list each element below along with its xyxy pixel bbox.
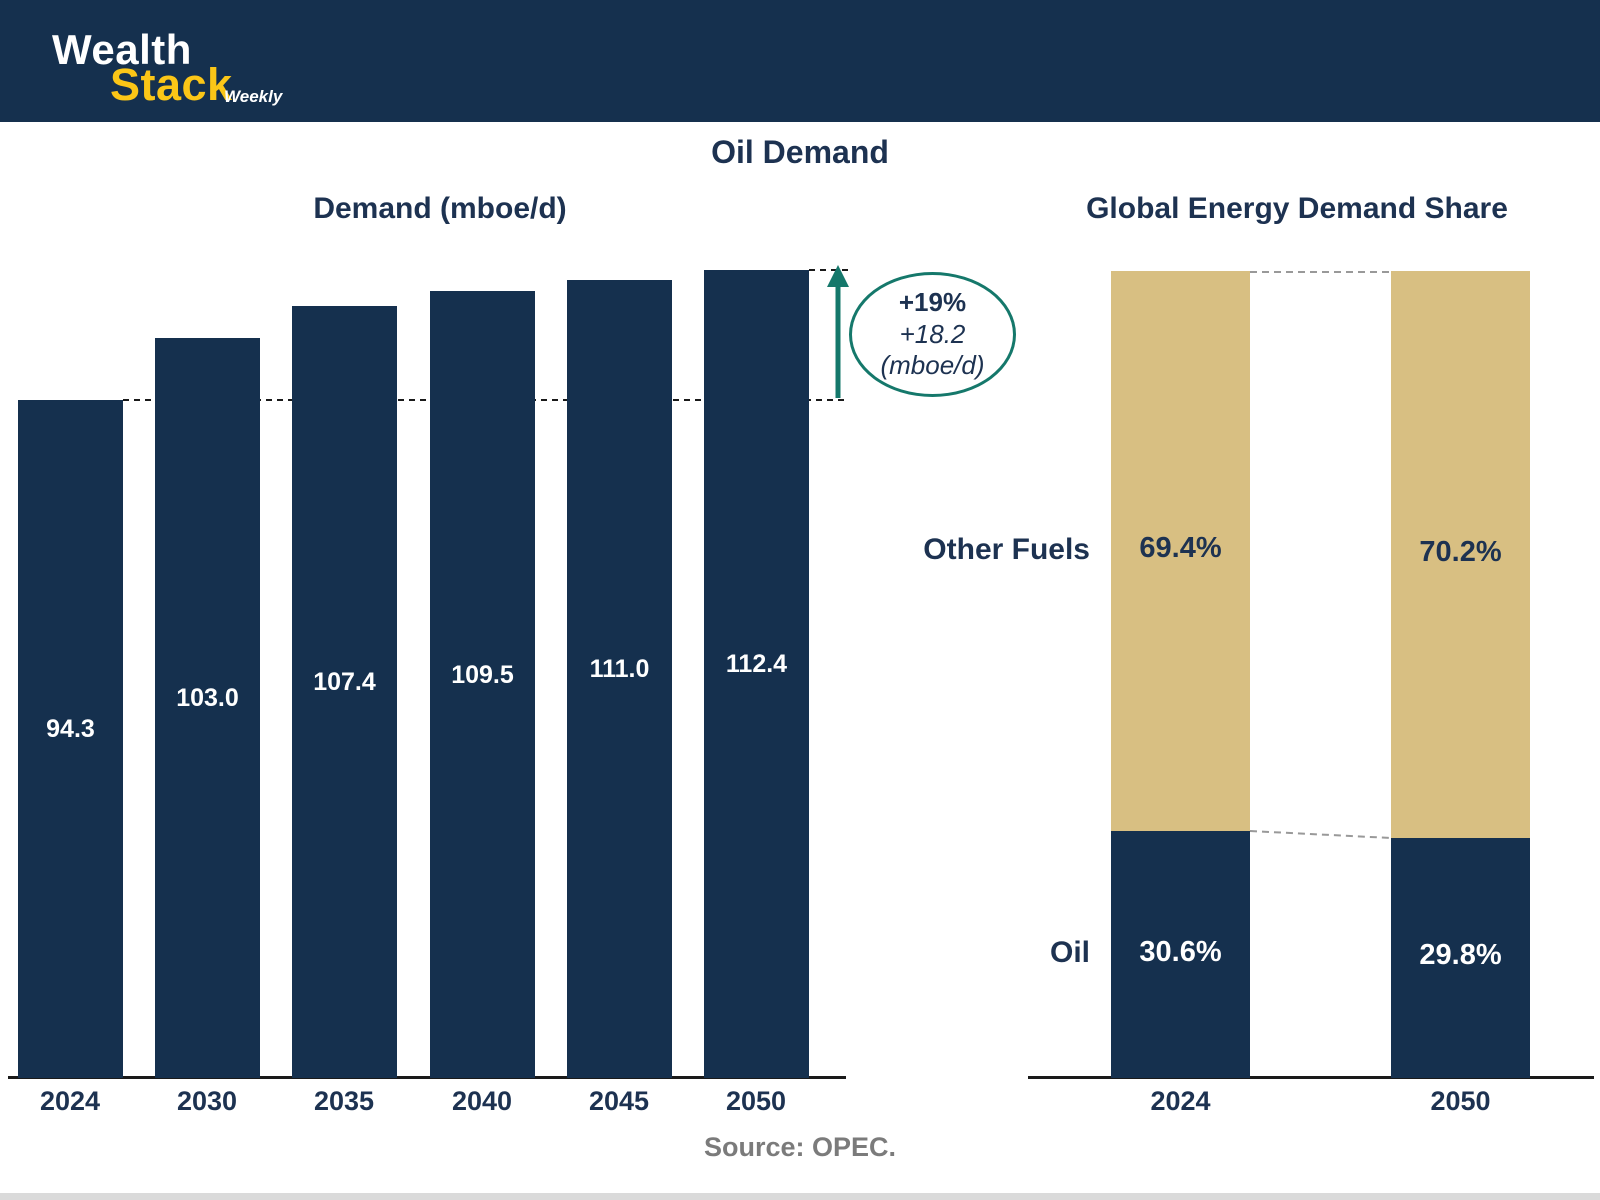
left-x-axis [8,1076,846,1079]
left-chart-title: Demand (mboe/d) [313,192,567,225]
demand-value-label: 112.4 [725,650,788,678]
x-tick-share-2024: 2024 [1150,1086,1211,1116]
x-tick-2050: 2050 [725,1086,787,1116]
growth-arrow-head [827,265,849,287]
demand-bar-2035 [292,306,397,1078]
demand-bar-2050 [704,270,809,1078]
share-otherfuels-label: 70.2% [1419,535,1502,568]
annotation-unit: (mboe/d) [880,350,985,381]
demand-bar-2045 [567,280,672,1078]
demand-value-label: 109.5 [451,660,514,689]
right-chart-title: Global Energy Demand Share [1086,192,1508,225]
x-tick-2035: 2035 [313,1086,375,1116]
demand-bar-2040 [430,291,535,1078]
x-tick-2030: 2030 [176,1086,238,1116]
dashed-connector-oil-boundary [1249,830,1392,839]
demand-value-label: 107.4 [313,668,376,696]
bottom-border [0,1193,1600,1200]
right-x-axis [1028,1076,1594,1079]
growth-annotation: +19% +18.2 (mboe/d) [849,272,1016,397]
logo-stack-text: Stack [110,59,233,110]
share-oil-label: 30.6% [1139,935,1222,968]
page-title: Oil Demand [711,134,889,170]
header-banner: Wealth Stack Weekly [0,0,1600,122]
source-note: Source: OPEC. [703,1132,897,1162]
x-tick-2045: 2045 [588,1086,650,1116]
demand-value-label: 111.0 [589,655,650,683]
demand-value-label: 103.0 [176,684,239,712]
x-tick-share-2050: 2050 [1430,1086,1491,1116]
x-tick-2024: 2024 [39,1086,101,1116]
other-fuels-label: Other Fuels [923,533,1090,566]
oil-label: Oil [1049,936,1090,969]
share-otherfuels-segment-2024 [1111,271,1250,831]
share-oil-segment-2050 [1391,838,1530,1078]
share-otherfuels-segment-2050 [1391,271,1530,838]
demand-bar-2024 [18,400,123,1078]
annotation-absolute: +18.2 [899,318,966,349]
share-oil-label: 29.8% [1419,939,1502,971]
x-tick-2040: 2040 [451,1086,513,1116]
share-otherfuels-label: 69.4% [1139,532,1222,564]
demand-value-label: 94.3 [46,715,95,743]
logo-wealth-text: Wealth [52,26,192,73]
share-oil-segment-2024 [1111,831,1250,1078]
demand-bar-2030 [155,338,260,1078]
logo-weekly-text: Weekly [224,87,283,106]
annotation-percent: +19% [898,286,967,317]
